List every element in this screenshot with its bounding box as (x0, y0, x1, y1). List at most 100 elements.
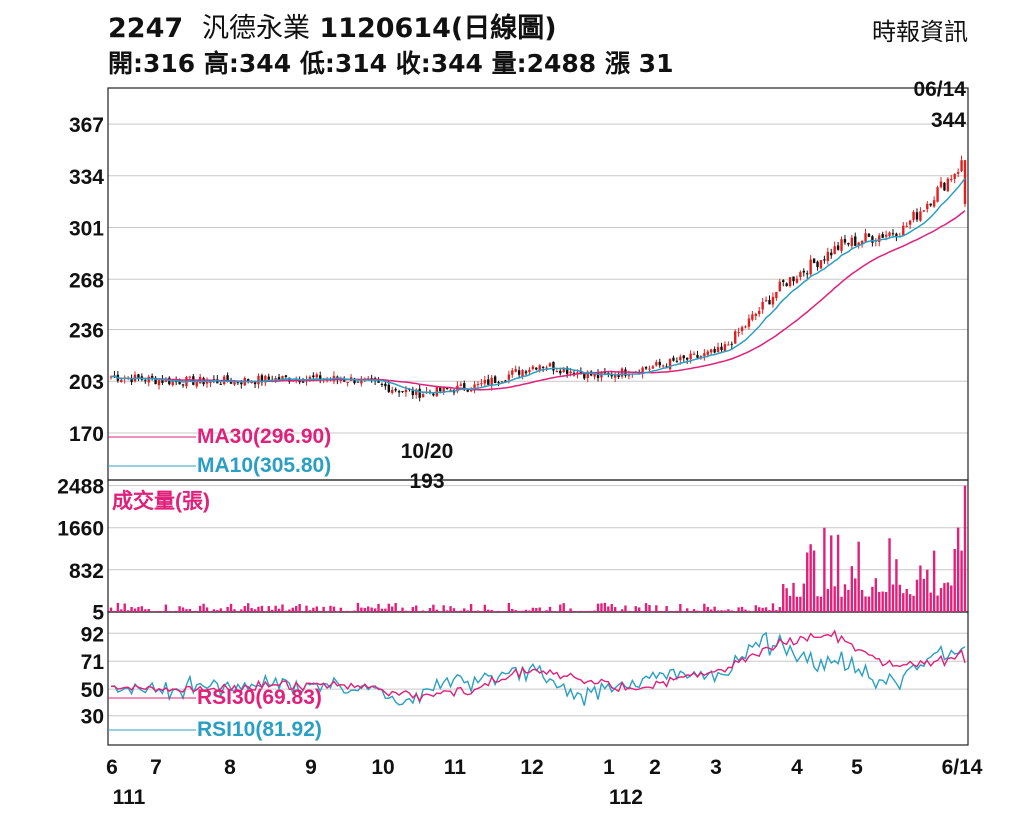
candle-body (950, 178, 953, 180)
candle-body (154, 377, 157, 384)
volume-bar (164, 604, 168, 612)
volume-bar (867, 596, 871, 612)
volume-bar (113, 610, 116, 612)
volume-bar (349, 611, 353, 612)
volume-bar (343, 611, 346, 612)
volume-bar (939, 588, 943, 612)
candle-body (782, 280, 785, 283)
volume-bar (185, 609, 188, 612)
candle-body (562, 367, 565, 373)
candle-body (939, 181, 943, 188)
candle-body (960, 160, 963, 172)
volume-bar (655, 605, 658, 612)
volume-bar (188, 608, 192, 612)
volume-bar (466, 610, 469, 612)
volume-bar (830, 535, 833, 612)
ohlc-summary: 開:316 高:344 低:314 收:344 量:2488 漲 31 (108, 44, 673, 80)
candle-body (236, 382, 240, 384)
volume-bar (205, 607, 209, 612)
volume-bar (473, 610, 476, 612)
candle-body (411, 389, 415, 396)
candle-body (267, 376, 270, 380)
volume-bar (932, 550, 936, 612)
volume-bar (881, 591, 884, 612)
low-value: 314 (334, 49, 387, 78)
volume-bar (785, 588, 788, 612)
candle-body (521, 370, 524, 377)
volume-bar (589, 610, 593, 612)
candle-body (806, 273, 809, 275)
volume-bar (723, 610, 727, 612)
volume-bar (144, 609, 147, 612)
candle-body (339, 379, 342, 381)
candle-body (404, 389, 408, 393)
volume-bar (953, 549, 956, 612)
axis-labels: 1702032362683013343675832166024883050719… (57, 114, 982, 809)
grid-lines (108, 123, 968, 717)
candle-body (569, 371, 572, 374)
volume-bar (545, 610, 548, 612)
volume-bar (133, 608, 137, 612)
volume-bar (936, 595, 939, 612)
volume-bar (356, 602, 360, 612)
volume-bar (637, 607, 641, 612)
candle-body (723, 344, 727, 352)
volume-bar (710, 609, 713, 612)
volume-label: 量: (491, 49, 527, 78)
volume-bar (116, 602, 120, 612)
candle-body (288, 377, 291, 382)
candle-body (541, 366, 545, 368)
volume-bar (929, 592, 932, 612)
candle-body (860, 240, 864, 244)
candle-body (727, 344, 730, 346)
volume-bar (720, 610, 723, 612)
month-label: 6 (106, 756, 118, 779)
candle-body (253, 382, 257, 385)
month-label: 4 (791, 756, 803, 779)
candle-body (391, 389, 394, 393)
candle-body (174, 381, 178, 383)
candle-body (881, 233, 884, 238)
rsi-lines (110, 629, 966, 706)
candle-body (871, 236, 874, 243)
volume-bar (809, 544, 812, 612)
volume-bar (445, 610, 449, 612)
candle-body (737, 332, 740, 334)
volume-bar (319, 610, 322, 612)
chart-date-label: 1120614(日線圖) (319, 13, 557, 44)
volume-bar (761, 607, 764, 612)
candle-body (476, 384, 480, 386)
candle-body (682, 355, 685, 359)
volume-bar (847, 589, 850, 612)
volume-bar (222, 610, 226, 612)
volume-bar (685, 608, 689, 612)
volume-bar (198, 605, 202, 612)
candle-body (878, 235, 881, 243)
candle-body (281, 376, 284, 380)
volume-bar (394, 603, 397, 612)
rsi-tick-label: 50 (81, 679, 104, 702)
volume-bar (397, 610, 401, 612)
candle-body (915, 212, 919, 220)
candle-body (953, 174, 956, 179)
volume-bar (874, 578, 878, 612)
volume-bar (521, 610, 524, 612)
candle-body (593, 373, 596, 377)
candle-body (884, 234, 888, 237)
candle-body (908, 220, 912, 225)
candle-body (847, 242, 850, 245)
volume-bar (778, 607, 781, 612)
candle-body (956, 172, 960, 174)
candle-body (181, 384, 185, 386)
volume-bar (456, 611, 459, 612)
candle-body (644, 366, 648, 369)
volume-bar (281, 604, 284, 612)
candle-body (579, 371, 583, 374)
candle-body (459, 384, 463, 386)
candle-body (963, 160, 967, 205)
candle-body (415, 389, 418, 395)
volume-bar (555, 611, 559, 612)
candle-body (500, 381, 504, 383)
volume-bar (926, 569, 929, 612)
volume-bar (140, 606, 144, 612)
